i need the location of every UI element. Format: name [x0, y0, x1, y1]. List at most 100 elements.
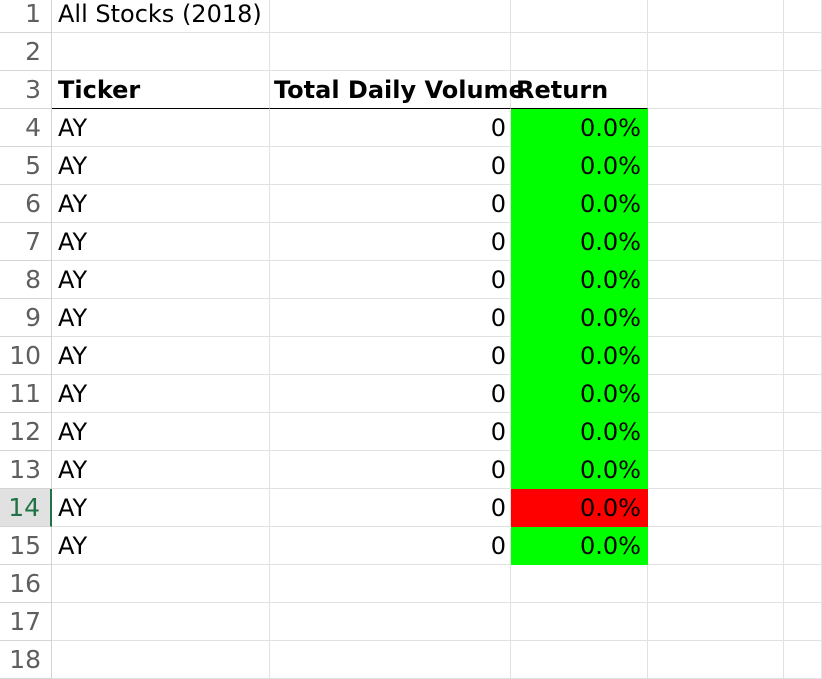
cell-e[interactable] [784, 261, 822, 299]
cell-e[interactable] [784, 299, 822, 337]
row-header[interactable]: 3 [0, 71, 52, 109]
ticker-cell[interactable]: AY [52, 489, 270, 527]
volume-cell[interactable]: 0 [270, 109, 511, 147]
row-header[interactable]: 4 [0, 109, 52, 147]
row-header[interactable]: 1 [0, 0, 52, 33]
return-cell[interactable]: 0.0% [511, 147, 648, 185]
cell-e[interactable] [784, 375, 822, 413]
cell-a[interactable] [52, 603, 270, 641]
volume-cell[interactable]: 0 [270, 337, 511, 375]
row-header[interactable]: 9 [0, 299, 52, 337]
cell-d[interactable] [648, 299, 784, 337]
volume-cell[interactable]: 0 [270, 147, 511, 185]
cell-a[interactable] [52, 33, 270, 71]
cell-b[interactable] [270, 565, 511, 603]
cell-e[interactable] [784, 527, 822, 565]
cell-e[interactable] [784, 0, 822, 33]
cell-e[interactable] [784, 223, 822, 261]
cell-d[interactable] [648, 147, 784, 185]
cell-e[interactable] [784, 147, 822, 185]
ticker-cell[interactable]: AY [52, 109, 270, 147]
cell-d[interactable] [648, 109, 784, 147]
cell-e[interactable] [784, 71, 822, 109]
return-cell[interactable]: 0.0% [511, 261, 648, 299]
cell-d[interactable] [648, 71, 784, 109]
cell-d[interactable] [648, 413, 784, 451]
cell-e[interactable] [784, 337, 822, 375]
row-header[interactable]: 18 [0, 641, 52, 679]
return-cell[interactable]: 0.0% [511, 413, 648, 451]
cell-e[interactable] [784, 641, 822, 679]
return-cell[interactable]: 0.0% [511, 527, 648, 565]
cell-d[interactable] [648, 261, 784, 299]
cell-e[interactable] [784, 109, 822, 147]
cell-e[interactable] [784, 451, 822, 489]
cell-d[interactable] [648, 185, 784, 223]
cell-d[interactable] [648, 0, 784, 33]
volume-cell[interactable]: 0 [270, 375, 511, 413]
row-header[interactable]: 14 [0, 489, 52, 527]
volume-cell[interactable]: 0 [270, 299, 511, 337]
cell-d[interactable] [648, 641, 784, 679]
row-header[interactable]: 15 [0, 527, 52, 565]
ticker-cell[interactable]: AY [52, 527, 270, 565]
return-cell[interactable]: 0.0% [511, 185, 648, 223]
volume-cell[interactable]: 0 [270, 413, 511, 451]
cell-a[interactable] [52, 641, 270, 679]
cell-c[interactable] [511, 641, 648, 679]
cell-d[interactable] [648, 223, 784, 261]
row-header[interactable]: 17 [0, 603, 52, 641]
ticker-cell[interactable]: AY [52, 413, 270, 451]
cell-d[interactable] [648, 603, 784, 641]
volume-cell[interactable]: 0 [270, 261, 511, 299]
cell-c[interactable] [511, 603, 648, 641]
ticker-cell[interactable]: AY [52, 261, 270, 299]
ticker-cell[interactable]: AY [52, 299, 270, 337]
cell-c[interactable] [511, 565, 648, 603]
return-cell[interactable]: 0.0% [511, 337, 648, 375]
cell-d[interactable] [648, 337, 784, 375]
volume-cell[interactable]: 0 [270, 527, 511, 565]
cell-e[interactable] [784, 489, 822, 527]
return-cell[interactable]: 0.0% [511, 299, 648, 337]
cell-b[interactable] [270, 603, 511, 641]
cell-d[interactable] [648, 565, 784, 603]
cell-d[interactable] [648, 451, 784, 489]
cell-c[interactable] [511, 0, 648, 33]
row-header[interactable]: 13 [0, 451, 52, 489]
cell-d[interactable] [648, 527, 784, 565]
cell-d[interactable] [648, 489, 784, 527]
return-cell[interactable]: 0.0% [511, 451, 648, 489]
header-volume[interactable]: Total Daily Volume [270, 71, 525, 109]
row-header[interactable]: 16 [0, 565, 52, 603]
cell-e[interactable] [784, 33, 822, 71]
header-ticker[interactable]: Ticker [52, 71, 270, 109]
row-header[interactable]: 5 [0, 147, 52, 185]
row-header[interactable]: 7 [0, 223, 52, 261]
volume-cell[interactable]: 0 [270, 489, 511, 527]
ticker-cell[interactable]: AY [52, 375, 270, 413]
cell-e[interactable] [784, 603, 822, 641]
cell-d[interactable] [648, 375, 784, 413]
cell-d[interactable] [648, 33, 784, 71]
row-header[interactable]: 8 [0, 261, 52, 299]
sheet-title[interactable]: All Stocks (2018) [52, 0, 270, 33]
ticker-cell[interactable]: AY [52, 147, 270, 185]
cell-e[interactable] [784, 185, 822, 223]
cell-b[interactable] [270, 0, 511, 33]
row-header[interactable]: 10 [0, 337, 52, 375]
cell-b[interactable] [270, 33, 511, 71]
cell-e[interactable] [784, 413, 822, 451]
cell-c[interactable] [511, 33, 648, 71]
volume-cell[interactable]: 0 [270, 451, 511, 489]
ticker-cell[interactable]: AY [52, 337, 270, 375]
ticker-cell[interactable]: AY [52, 185, 270, 223]
ticker-cell[interactable]: AY [52, 223, 270, 261]
cell-a[interactable] [52, 565, 270, 603]
ticker-cell[interactable]: AY [52, 451, 270, 489]
cell-e[interactable] [784, 565, 822, 603]
return-cell[interactable]: 0.0% [511, 223, 648, 261]
row-header[interactable]: 11 [0, 375, 52, 413]
return-cell[interactable]: 0.0% [511, 489, 648, 527]
volume-cell[interactable]: 0 [270, 223, 511, 261]
